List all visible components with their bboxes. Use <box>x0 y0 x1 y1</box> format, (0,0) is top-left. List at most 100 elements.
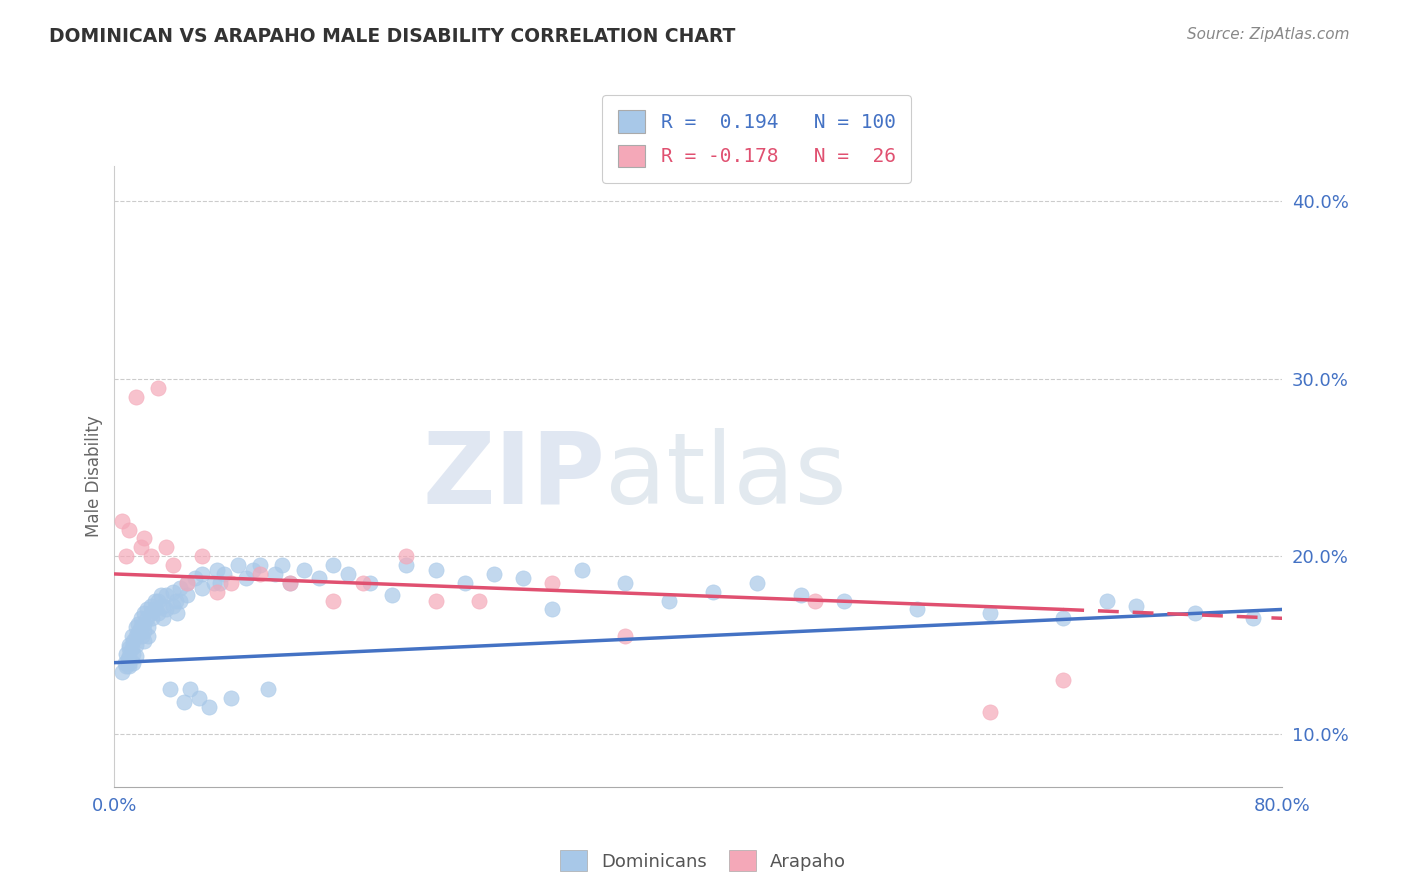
Point <box>155 588 177 602</box>
Point <box>118 523 141 537</box>
Point <box>125 648 148 663</box>
Point <box>176 588 198 602</box>
Point <box>169 581 191 595</box>
Point <box>208 575 231 590</box>
Point <box>702 584 724 599</box>
Point <box>614 629 637 643</box>
Legend: R =  0.194   N = 100, R = -0.178   N =  26: R = 0.194 N = 100, R = -0.178 N = 26 <box>602 95 911 183</box>
Point <box>125 629 148 643</box>
Point <box>121 641 143 656</box>
Point <box>155 602 177 616</box>
Point <box>512 570 534 584</box>
Point <box>111 665 134 679</box>
Point <box>198 700 221 714</box>
Point <box>117 652 139 666</box>
Point <box>162 599 184 613</box>
Point <box>979 606 1001 620</box>
Point <box>132 624 155 638</box>
Point <box>359 575 381 590</box>
Point <box>1125 599 1147 613</box>
Point <box>1052 673 1074 688</box>
Point <box>381 588 404 602</box>
Point <box>173 695 195 709</box>
Point <box>571 563 593 577</box>
Point <box>152 611 174 625</box>
Point <box>118 648 141 663</box>
Point <box>482 566 505 581</box>
Point <box>155 541 177 555</box>
Point <box>122 656 145 670</box>
Point <box>148 606 170 620</box>
Point <box>278 575 301 590</box>
Point <box>264 566 287 581</box>
Point <box>425 563 447 577</box>
Point <box>202 575 225 590</box>
Point <box>136 629 159 643</box>
Point <box>541 575 564 590</box>
Point <box>322 593 344 607</box>
Text: Source: ZipAtlas.com: Source: ZipAtlas.com <box>1187 27 1350 42</box>
Point <box>1095 593 1118 607</box>
Point <box>183 570 205 584</box>
Point <box>256 682 278 697</box>
Point <box>115 659 138 673</box>
Point <box>139 599 162 613</box>
Point <box>132 634 155 648</box>
Point <box>176 575 198 590</box>
Point <box>454 575 477 590</box>
Point <box>219 575 242 590</box>
Point <box>191 566 214 581</box>
Point <box>242 563 264 577</box>
Point <box>122 634 145 648</box>
Point <box>1052 611 1074 625</box>
Point <box>228 558 250 573</box>
Point <box>125 390 148 404</box>
Point <box>152 599 174 613</box>
Point <box>191 581 214 595</box>
Point <box>179 682 201 697</box>
Point <box>118 656 141 670</box>
Point <box>148 593 170 607</box>
Point <box>115 549 138 564</box>
Point <box>352 575 374 590</box>
Point <box>219 691 242 706</box>
Point <box>125 638 148 652</box>
Point <box>166 606 188 620</box>
Point <box>905 602 928 616</box>
Point <box>162 584 184 599</box>
Point <box>131 629 153 643</box>
Point <box>129 611 152 625</box>
Point <box>658 593 681 607</box>
Point <box>139 606 162 620</box>
Point <box>139 549 162 564</box>
Point <box>129 620 152 634</box>
Point <box>395 549 418 564</box>
Point <box>118 641 141 656</box>
Point <box>614 575 637 590</box>
Text: ZIP: ZIP <box>422 428 605 524</box>
Point <box>165 593 187 607</box>
Point <box>115 647 138 661</box>
Point <box>979 706 1001 720</box>
Point <box>148 381 170 395</box>
Point <box>150 588 173 602</box>
Point <box>118 638 141 652</box>
Point <box>121 629 143 643</box>
Point <box>292 563 315 577</box>
Point <box>127 616 149 631</box>
Text: atlas: atlas <box>605 428 846 524</box>
Point <box>395 558 418 573</box>
Point <box>169 593 191 607</box>
Point <box>322 558 344 573</box>
Point <box>205 584 228 599</box>
Point <box>136 620 159 634</box>
Text: DOMINICAN VS ARAPAHO MALE DISABILITY CORRELATION CHART: DOMINICAN VS ARAPAHO MALE DISABILITY COR… <box>49 27 735 45</box>
Point <box>308 570 330 584</box>
Point <box>188 691 211 706</box>
Point <box>127 627 149 641</box>
Point <box>125 620 148 634</box>
Point <box>132 606 155 620</box>
Point <box>249 558 271 573</box>
Point <box>1241 611 1264 625</box>
Point <box>425 593 447 607</box>
